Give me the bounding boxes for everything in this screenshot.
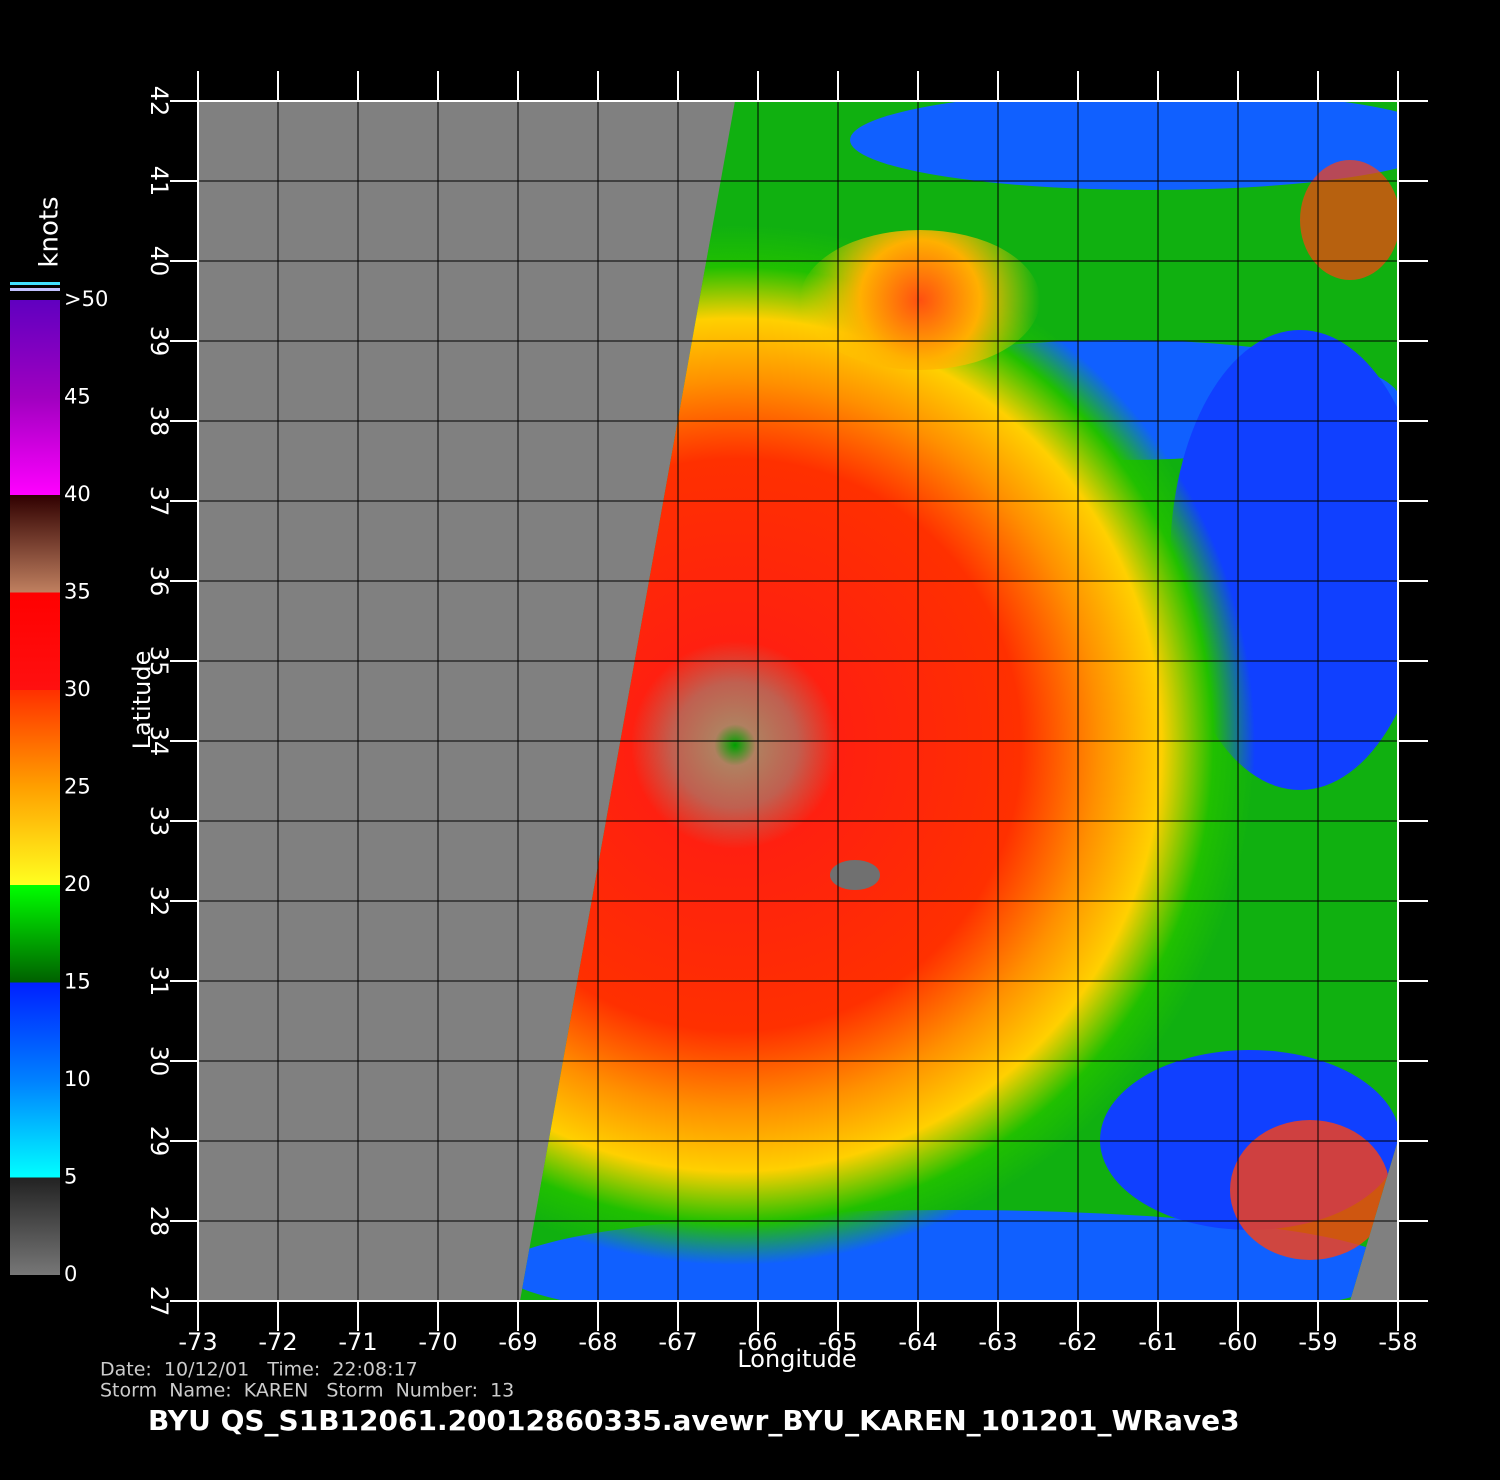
y-tick-label: 38 (145, 406, 173, 437)
x-tick-label: -61 (1138, 1328, 1177, 1356)
y-tick-label: 28 (145, 1206, 173, 1237)
storm-line: Storm Name: KAREN Storm Number: 13 (100, 1380, 514, 1402)
x-tick-label: -62 (1058, 1328, 1097, 1356)
x-axis-label: Longitude (737, 1345, 856, 1373)
x-tick-label: -72 (258, 1328, 297, 1356)
colorbar-tick-label: 25 (64, 775, 91, 799)
colorbar-tick-label: 30 (64, 677, 91, 701)
y-tick-label: 42 (145, 86, 173, 117)
colorbar-tick-label: >50 (64, 287, 108, 311)
colorbar-cap (10, 282, 60, 285)
x-tick-label: -60 (1218, 1328, 1257, 1356)
colorbar-tick-label: 0 (64, 1262, 77, 1286)
x-tick-label: -69 (498, 1328, 537, 1356)
colorbar-tick-label: 5 (64, 1165, 77, 1189)
x-tick-label: -70 (418, 1328, 457, 1356)
colorbar-tick-label: 20 (64, 872, 91, 896)
colorbar-tick-label: 35 (64, 580, 91, 604)
y-tick-label: 30 (145, 1046, 173, 1077)
x-tick-label: -65 (818, 1328, 857, 1356)
x-tick-label: -59 (1298, 1328, 1337, 1356)
y-tick-label: 27 (145, 1286, 173, 1317)
y-tick-label: 35 (145, 646, 173, 677)
axes: -73 -72 -71 -70 -69 -68 -67 -66 -65 -64 -63 -62 -61 -… (64, 71, 1428, 1356)
colorbar-tick-label: 40 (64, 482, 91, 506)
y-tick-label: 36 (145, 566, 173, 597)
colorbar-cap (10, 288, 60, 291)
y-tick-label: 40 (145, 246, 173, 277)
colorbar-tick-label: 10 (64, 1067, 91, 1091)
colorbar-label: knots (35, 196, 65, 267)
x-tick-label: -71 (338, 1328, 377, 1356)
x-tick-label: -63 (978, 1328, 1017, 1356)
x-tick-label: -64 (898, 1328, 937, 1356)
y-tick-label: 41 (145, 166, 173, 197)
date-line: Date: 10/12/01 Time: 22:08:17 (100, 1359, 418, 1381)
y-tick-label: 33 (145, 806, 173, 837)
colorbar-tick-label: 15 (64, 970, 91, 994)
y-axis-label: Latitude (128, 651, 156, 750)
plot-frame (197, 100, 1399, 1302)
y-tick-label: 32 (145, 886, 173, 917)
y-tick-label: 39 (145, 326, 173, 357)
y-tick-label: 37 (145, 486, 173, 517)
x-tick-label: -67 (658, 1328, 697, 1356)
x-tick-label: -66 (738, 1328, 777, 1356)
y-tick-label: 31 (145, 966, 173, 997)
y-tick-label: 29 (145, 1126, 173, 1157)
y-tick-label: 34 (145, 726, 173, 757)
x-tick-label: -58 (1378, 1328, 1417, 1356)
product-title: BYU QS_S1B12061.20012860335.avewr_BYU_KA… (148, 1404, 1240, 1437)
colorbar-tick-label: 45 (64, 385, 91, 409)
x-tick-label: -73 (178, 1328, 217, 1356)
colorbar (10, 300, 60, 1275)
x-tick-label: -68 (578, 1328, 617, 1356)
